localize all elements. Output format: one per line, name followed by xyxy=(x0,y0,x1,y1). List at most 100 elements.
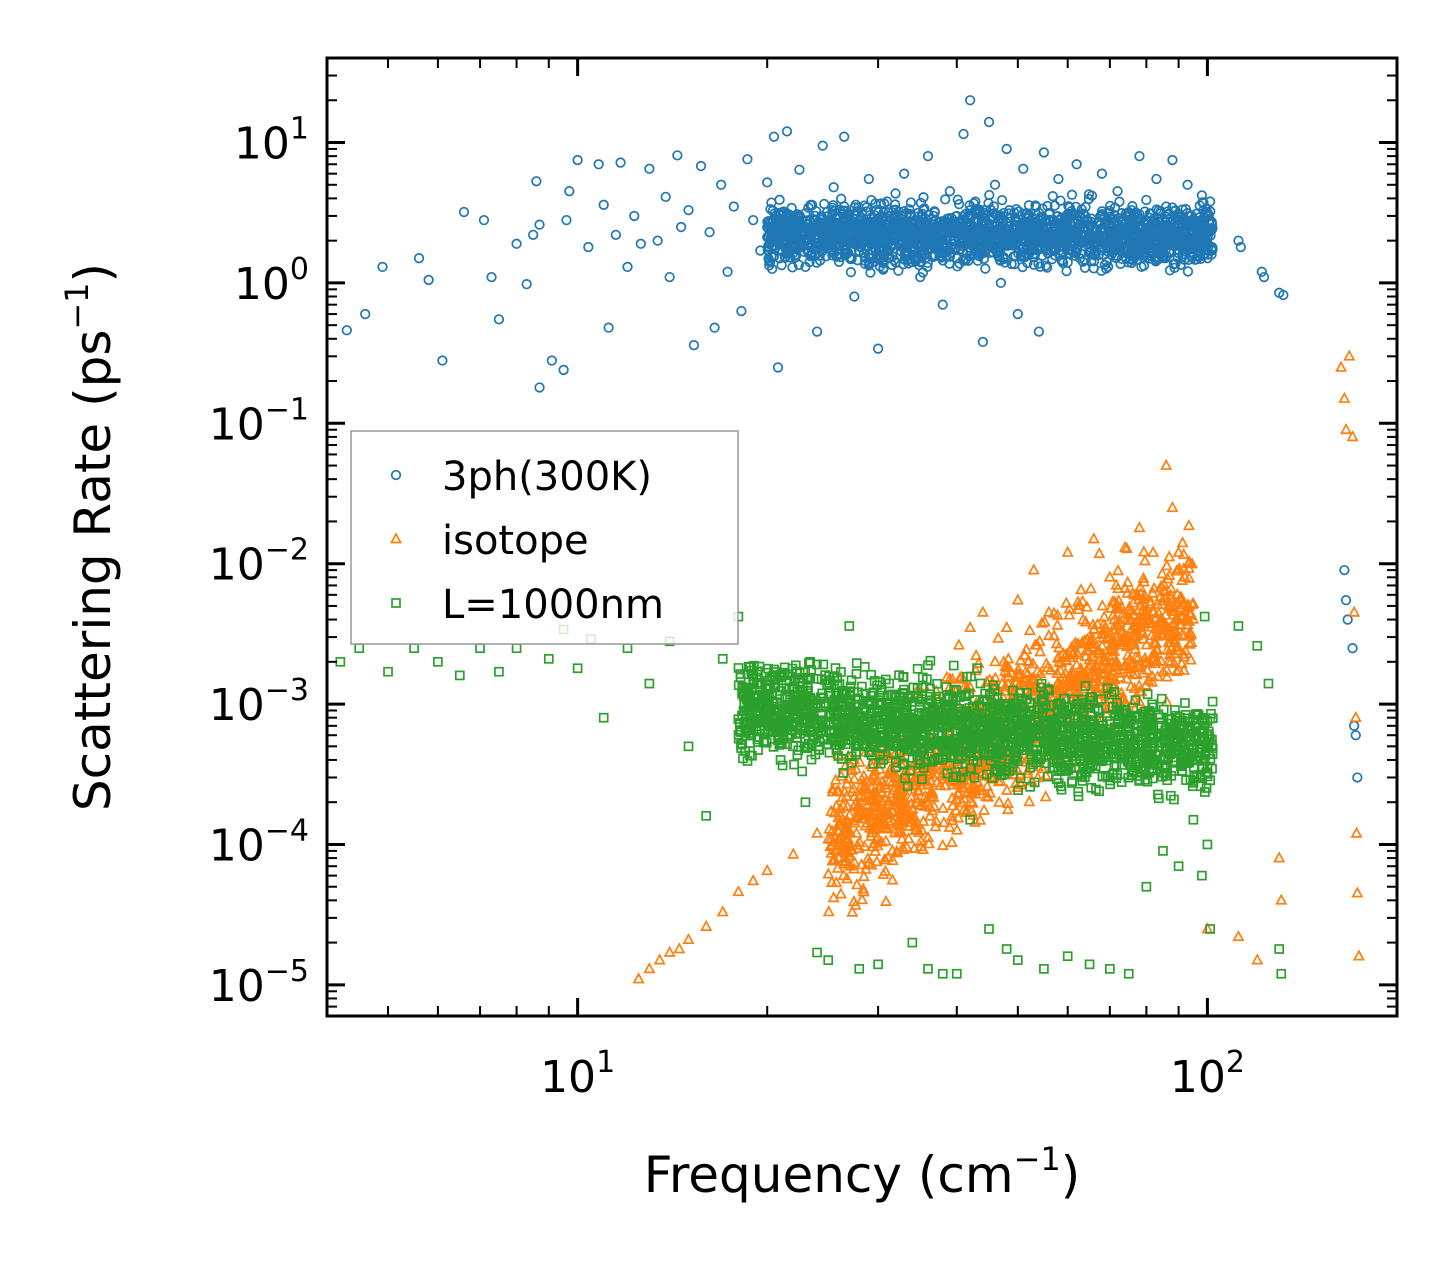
data-point-circle-marker xyxy=(1115,245,1126,257)
data-point-triangle-marker xyxy=(886,803,899,816)
data-point-triangle-marker xyxy=(850,826,863,838)
data-point-triangle-marker xyxy=(857,769,870,781)
data-point-triangle-marker xyxy=(1042,605,1055,617)
data-point-triangle-marker xyxy=(867,836,880,848)
data-point-triangle-marker xyxy=(827,891,840,903)
data-point-triangle-marker xyxy=(968,815,981,827)
data-point-circle-marker xyxy=(1167,154,1178,166)
data-point-triangle-marker xyxy=(1145,628,1158,641)
data-point-triangle-marker xyxy=(880,818,893,830)
data-point-circle-marker xyxy=(989,179,1001,190)
data-point-triangle-marker xyxy=(837,799,850,811)
data-point-triangle-marker xyxy=(1177,663,1190,675)
data-point-triangle-marker xyxy=(1021,767,1034,779)
data-point-triangle-marker xyxy=(865,858,878,870)
data-point-circle-marker xyxy=(1110,237,1122,249)
series-layer xyxy=(335,95,1365,984)
data-point-square-marker xyxy=(1170,705,1180,715)
data-point-circle-marker xyxy=(695,160,707,172)
data-point-triangle-marker xyxy=(1009,777,1022,789)
data-point-triangle-marker xyxy=(1165,654,1178,667)
data-point-triangle-marker xyxy=(1135,615,1148,627)
data-point-circle-marker xyxy=(1183,254,1194,265)
data-point-circle-marker xyxy=(832,212,843,223)
data-point-triangle-marker xyxy=(922,837,935,849)
data-point-triangle-marker xyxy=(907,759,920,771)
data-point-triangle-marker xyxy=(879,864,892,876)
data-point-triangle-marker xyxy=(1177,547,1190,559)
data-point-triangle-marker xyxy=(1130,650,1143,662)
data-point-triangle-marker xyxy=(811,826,824,838)
data-point-circle-marker xyxy=(1039,238,1050,249)
data-point-triangle-marker xyxy=(992,631,1005,643)
data-point-circle-marker xyxy=(985,204,996,215)
data-point-triangle-marker xyxy=(1138,588,1151,600)
data-point-triangle-marker xyxy=(1146,675,1159,687)
data-point-triangle-marker xyxy=(910,778,923,790)
data-point-triangle-marker xyxy=(1163,568,1176,580)
data-point-circle-marker xyxy=(1134,250,1145,261)
data-point-circle-marker xyxy=(811,222,822,233)
data-point-circle-marker xyxy=(984,228,996,239)
data-point-circle-marker xyxy=(722,266,733,277)
data-point-triangle-marker xyxy=(1108,623,1121,635)
data-point-square-marker xyxy=(1188,814,1199,825)
data-point-circle-marker xyxy=(1235,241,1246,253)
data-point-triangle-marker xyxy=(1019,665,1032,677)
data-point-triangle-marker xyxy=(875,786,889,798)
data-point-triangle-marker xyxy=(897,797,910,809)
data-point-circle-marker xyxy=(736,305,747,317)
data-point-circle-marker xyxy=(521,278,532,290)
data-point-circle-marker xyxy=(890,211,901,222)
data-point-triangle-marker xyxy=(856,893,869,905)
data-point-triangle-marker xyxy=(1074,674,1087,686)
data-point-triangle-marker xyxy=(1168,635,1181,647)
data-point-triangle-marker xyxy=(1059,653,1072,665)
data-point-triangle-marker xyxy=(1006,685,1019,697)
data-point-circle-marker xyxy=(810,206,822,217)
data-point-circle-marker xyxy=(1182,266,1194,277)
data-point-circle-marker xyxy=(1155,227,1166,239)
data-point-triangle-marker xyxy=(846,785,859,797)
data-point-circle-marker xyxy=(1160,253,1171,264)
data-point-triangle-marker xyxy=(732,885,745,897)
data-point-circle-marker xyxy=(928,210,939,221)
data-point-triangle-marker xyxy=(921,778,934,790)
data-point-circle-marker xyxy=(1107,222,1118,233)
data-point-square-marker xyxy=(951,968,962,979)
data-point-triangle-marker xyxy=(1127,635,1140,647)
data-point-triangle-marker xyxy=(1335,360,1348,372)
data-point-circle-marker xyxy=(826,228,837,239)
data-point-circle-marker xyxy=(1258,271,1270,283)
data-point-triangle-marker xyxy=(1146,617,1159,629)
data-point-circle-marker xyxy=(1112,186,1123,197)
data-point-circle-marker xyxy=(1053,173,1064,185)
data-point-square-marker xyxy=(335,656,346,667)
data-point-circle-marker xyxy=(875,198,886,209)
data-point-triangle-marker xyxy=(1072,598,1085,610)
data-point-circle-marker xyxy=(528,229,539,240)
data-point-circle-marker xyxy=(546,355,557,366)
data-point-triangle-marker xyxy=(1088,671,1101,684)
data-point-square-marker xyxy=(988,680,999,690)
data-point-triangle-marker xyxy=(900,799,913,811)
data-point-square-marker xyxy=(1001,944,1012,954)
data-point-circle-marker xyxy=(809,244,820,255)
data-point-circle-marker xyxy=(1061,224,1072,235)
data-point-triangle-marker xyxy=(1147,545,1160,557)
data-point-circle-marker xyxy=(984,189,995,201)
data-point-triangle-marker xyxy=(716,905,729,917)
data-point-circle-marker xyxy=(765,204,776,215)
data-point-triangle-marker xyxy=(822,867,835,879)
data-point-triangle-marker xyxy=(1084,634,1097,646)
data-point-triangle-marker xyxy=(1060,596,1073,608)
data-point-triangle-marker xyxy=(976,605,989,617)
data-point-circle-marker xyxy=(1132,209,1143,221)
data-point-square-marker xyxy=(644,678,655,689)
data-point-triangle-marker xyxy=(1166,501,1179,513)
data-point-circle-marker xyxy=(413,253,425,264)
data-point-circle-marker xyxy=(937,219,948,231)
data-point-circle-marker xyxy=(944,186,956,197)
data-point-circle-marker xyxy=(1017,261,1028,273)
